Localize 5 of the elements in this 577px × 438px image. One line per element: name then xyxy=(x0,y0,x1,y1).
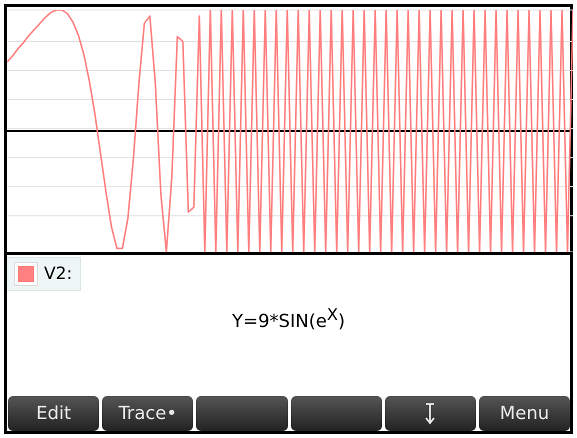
text: Y=9*SIN(e$^{X}$) xyxy=(232,305,345,332)
legend-label: V2: xyxy=(44,264,72,284)
button: Trace• xyxy=(102,396,194,431)
button: Edit xyxy=(8,396,100,431)
button: Menu xyxy=(478,396,570,431)
